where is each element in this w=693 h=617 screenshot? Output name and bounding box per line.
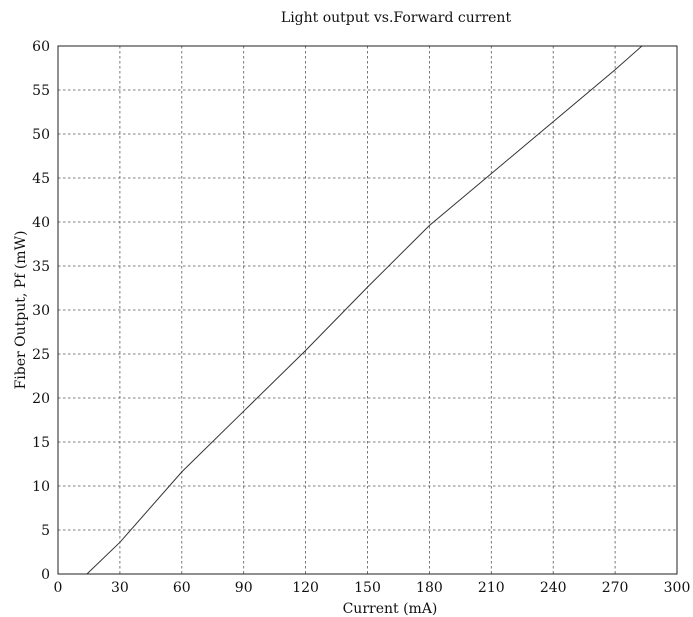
y-tick-label: 45 <box>32 171 50 187</box>
x-tick-label: 300 <box>664 580 691 596</box>
y-tick-label: 20 <box>32 391 50 407</box>
y-tick-label: 35 <box>32 259 50 275</box>
x-tick-label: 120 <box>292 580 319 596</box>
chart-title: Light output vs.Forward current <box>281 10 512 26</box>
y-tick-label: 60 <box>32 39 50 55</box>
grid-lines <box>58 46 677 574</box>
x-tick-label: 90 <box>235 580 253 596</box>
x-tick-label: 0 <box>54 580 63 596</box>
plot-frame <box>57 45 678 575</box>
x-tick-label: 60 <box>173 580 191 596</box>
y-tick-label: 0 <box>41 567 50 583</box>
y-tick-labels: 0 5 10 15 20 25 30 35 40 45 50 55 60 <box>32 39 50 583</box>
x-axis-label: Current (mA) <box>343 601 438 617</box>
x-tick-label: 180 <box>416 580 443 596</box>
x-tick-label: 240 <box>540 580 567 596</box>
series-line <box>86 45 643 575</box>
y-tick-label: 50 <box>32 127 50 143</box>
x-tick-label: 30 <box>111 580 129 596</box>
y-tick-label: 55 <box>32 83 50 99</box>
series-layer <box>86 45 643 575</box>
x-tick-label: 210 <box>478 580 505 596</box>
x-tick-labels: 0 30 60 90 120 150 180 210 240 270 300 <box>54 580 691 596</box>
y-tick-label: 30 <box>32 303 50 319</box>
y-tick-label: 40 <box>32 215 50 231</box>
y-tick-label: 10 <box>32 479 50 495</box>
x-tick-label: 150 <box>354 580 381 596</box>
y-tick-label: 5 <box>41 523 50 539</box>
x-tick-label: 270 <box>602 580 629 596</box>
y-tick-label: 25 <box>32 347 50 363</box>
y-tick-label: 15 <box>32 435 50 451</box>
y-axis-label: Fiber Output, Pf (mW) <box>13 231 29 390</box>
